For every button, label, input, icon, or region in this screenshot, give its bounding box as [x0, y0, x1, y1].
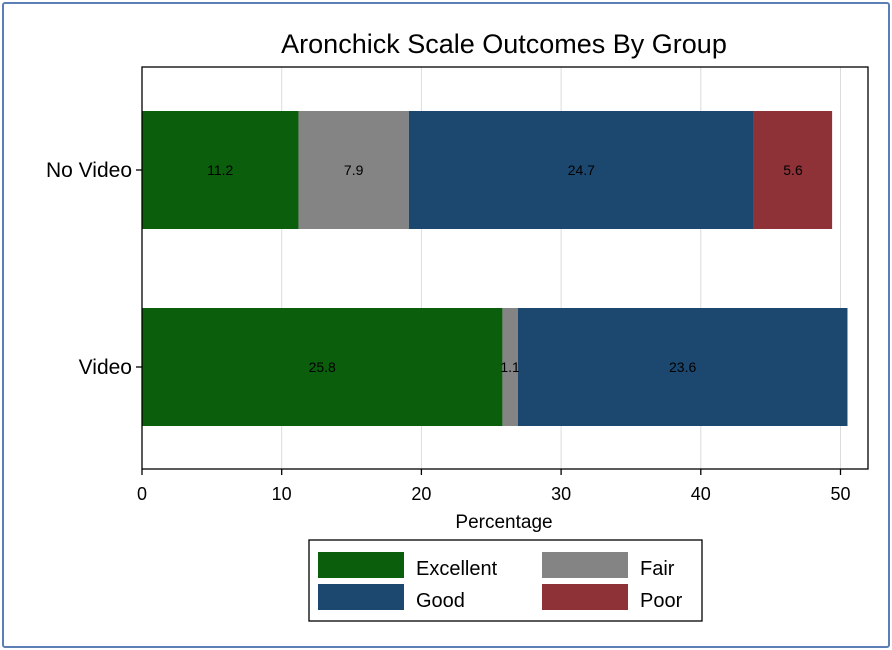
- x-axis-ticks: 0 10 20 30 40 50: [137, 469, 851, 504]
- category-label: No Video: [46, 159, 132, 182]
- data-label: 7.9: [344, 162, 364, 178]
- bar-segments: [142, 111, 848, 426]
- bar-segment: [298, 111, 409, 229]
- bar-segment: [753, 111, 833, 229]
- data-label: 11.2: [207, 162, 233, 178]
- legend-label: Poor: [640, 590, 683, 612]
- x-tick-label: 50: [830, 484, 850, 504]
- legend-swatch: [542, 584, 628, 610]
- x-tick-label: 40: [691, 484, 711, 504]
- bar-segment: [408, 111, 754, 229]
- chart-title: Aronchick Scale Outcomes By Group: [281, 29, 727, 59]
- plot-area: [141, 66, 869, 470]
- legend-label: Excellent: [416, 558, 498, 580]
- data-label: 23.6: [669, 359, 696, 375]
- legend-swatch: [318, 552, 404, 578]
- data-labels: 11.2 7.9 24.7 5.6 25.8 1.1 23.6: [207, 162, 803, 375]
- data-label: 25.8: [309, 359, 336, 375]
- legend-label: Good: [416, 590, 465, 612]
- bar-segment: [517, 308, 848, 426]
- data-label: 24.7: [568, 162, 595, 178]
- x-tick-label: 10: [272, 484, 292, 504]
- x-axis-label: Percentage: [455, 512, 552, 533]
- category-label: Video: [79, 356, 132, 379]
- data-label: 5.6: [783, 162, 803, 178]
- legend-swatch: [318, 584, 404, 610]
- x-tick-label: 30: [551, 484, 571, 504]
- data-label: 1.1: [500, 359, 520, 375]
- x-tick-label: 20: [411, 484, 431, 504]
- x-tick-label: 0: [137, 484, 147, 504]
- legend-label: Fair: [640, 558, 675, 580]
- legend-swatch: [542, 552, 628, 578]
- legend: Excellent Fair Good Poor: [308, 539, 703, 622]
- bar-segment: [142, 308, 503, 426]
- bar-segment: [142, 111, 299, 229]
- y-axis-categories: No Video Video: [46, 159, 142, 379]
- bar-segment: [502, 308, 518, 426]
